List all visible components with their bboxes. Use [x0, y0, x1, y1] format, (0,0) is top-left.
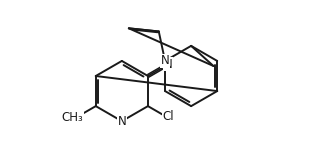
- Text: N: N: [161, 54, 169, 67]
- Text: N: N: [164, 58, 173, 71]
- Text: N: N: [118, 115, 126, 128]
- Text: CH₃: CH₃: [61, 111, 83, 124]
- Text: Cl: Cl: [162, 110, 174, 123]
